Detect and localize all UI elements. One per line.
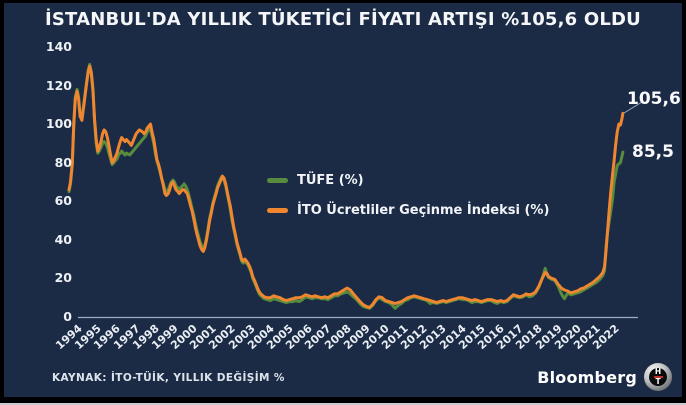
- annotation-ito-value: 105,6: [627, 89, 681, 109]
- chart-background: [4, 3, 682, 397]
- legend-label-tufe: TÜFE (%): [297, 172, 364, 188]
- bloomberg-ht-logo-center: H T: [649, 368, 667, 386]
- bloomberg-wordmark: Bloomberg: [537, 367, 637, 387]
- y-tick-label: 40: [54, 231, 72, 247]
- tufe-swatch-icon: [267, 177, 288, 183]
- bottom-edge-line: [0, 403, 686, 405]
- source-note: KAYNAK: İTO-TÜİK, YILLIK DEĞİŞİM %: [52, 372, 285, 384]
- logo-red-bar: [653, 376, 663, 378]
- legend-item-ito: İTO Ücretliler Geçinme İndeksi (%): [267, 195, 549, 225]
- ito-swatch-icon: [267, 207, 288, 213]
- ito-line: [67, 64, 625, 309]
- y-tick-label: 80: [54, 154, 72, 170]
- y-tick-label: 120: [45, 77, 72, 93]
- y-tick-label: 20: [54, 270, 72, 286]
- y-tick-label: 100: [45, 116, 72, 132]
- annotation-tufe-value: 85,5: [632, 142, 674, 162]
- y-tick-label: 60: [54, 193, 72, 209]
- legend: TÜFE (%) İTO Ücretliler Geçinme İndeksi …: [267, 165, 549, 225]
- legend-label-ito: İTO Ücretliler Geçinme İndeksi (%): [297, 202, 550, 218]
- y-tick-label: 140: [45, 39, 72, 54]
- legend-item-tufe: TÜFE (%): [267, 165, 549, 195]
- branding: Bloomberg H T: [537, 363, 672, 391]
- annotation-callout-line: [623, 101, 643, 114]
- chart-title: İSTANBUL'DA YILLIK TÜKETİCİ FİYATI ARTIŞ…: [45, 9, 641, 30]
- logo-letter-h: H: [654, 367, 662, 376]
- bloomberg-ht-logo-icon: H T: [644, 363, 672, 391]
- y-tick-label: 0: [63, 309, 72, 324]
- logo-letter-t: T: [655, 376, 661, 386]
